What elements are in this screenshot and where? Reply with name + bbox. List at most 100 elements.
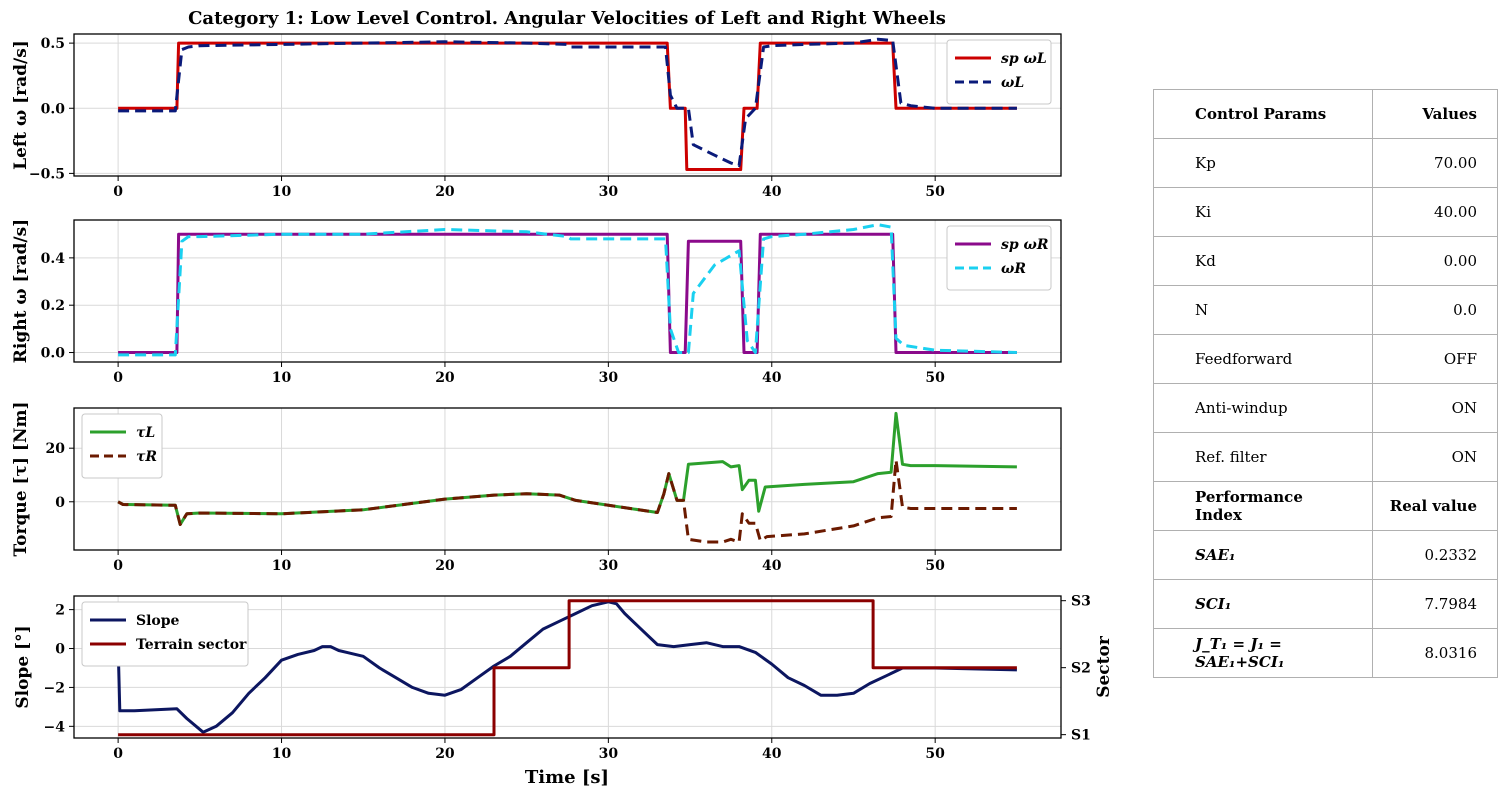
y2-tick-label: S3 bbox=[1071, 594, 1091, 610]
legend: sp ωR ωR bbox=[946, 225, 1052, 291]
legend: τL τR bbox=[81, 413, 163, 479]
table-value-cell: 7.7984 bbox=[1372, 579, 1498, 629]
y-tick-label: 0 bbox=[55, 642, 65, 658]
table-row: Control Params Values bbox=[1153, 89, 1498, 139]
y-tick-label: 2 bbox=[55, 603, 65, 619]
table-row: SCI₁ 7.7984 bbox=[1153, 579, 1498, 629]
legend: sp ωL ωL bbox=[946, 39, 1052, 105]
y2-tick-label: S1 bbox=[1071, 728, 1091, 744]
table-value-cell: Real value bbox=[1372, 481, 1498, 531]
y-tick-label: 0.4 bbox=[41, 251, 66, 267]
x-tick-label: 40 bbox=[762, 370, 782, 386]
table-key-cell: Kd bbox=[1153, 236, 1373, 286]
legend-box bbox=[81, 601, 249, 667]
x-tick-label: 40 bbox=[762, 746, 782, 762]
y-tick-label: 0 bbox=[55, 495, 65, 511]
y-tick-label: 0.0 bbox=[41, 346, 66, 362]
x-tick-label: 10 bbox=[272, 746, 292, 762]
legend-label: τR bbox=[136, 449, 157, 465]
y-tick-label: 0.2 bbox=[41, 298, 65, 314]
y2-tick-label: S2 bbox=[1071, 661, 1091, 677]
x-tick-label: 30 bbox=[599, 746, 619, 762]
x-tick-label: 50 bbox=[925, 370, 945, 386]
legend-label: ωR bbox=[1001, 261, 1026, 277]
x-tick-label: 40 bbox=[762, 558, 782, 574]
table-key-cell: Anti-windup bbox=[1153, 383, 1373, 433]
table-value-cell: 0.2332 bbox=[1372, 530, 1498, 580]
table-key-cell: Ref. filter bbox=[1153, 432, 1373, 482]
series-line-2-2 bbox=[118, 223, 1017, 357]
table-value-cell: ON bbox=[1372, 432, 1498, 482]
table-key-cell: Ki bbox=[1153, 187, 1373, 237]
x-tick-label: 50 bbox=[925, 184, 945, 200]
table-value-cell: Values bbox=[1372, 89, 1498, 139]
y-tick-label: 20 bbox=[46, 441, 66, 457]
x-tick-label: 20 bbox=[435, 370, 455, 386]
x-tick-label: 30 bbox=[599, 184, 619, 200]
x-tick-label: 30 bbox=[599, 370, 619, 386]
x-tick-label: 10 bbox=[272, 370, 292, 386]
x-tick-label: 20 bbox=[435, 746, 455, 762]
table-row: Anti-windup ON bbox=[1153, 383, 1498, 433]
legend-label: ωL bbox=[1001, 75, 1024, 91]
series-line-4-2 bbox=[118, 599, 1017, 737]
y-tick-label: −4 bbox=[44, 719, 66, 735]
table-row: SAE₁ 0.2332 bbox=[1153, 530, 1498, 580]
x-tick-label: 50 bbox=[925, 558, 945, 574]
x-axis-label: Time [s] bbox=[525, 767, 609, 788]
y-tick-label: 0.0 bbox=[41, 101, 66, 117]
table-key-cell: J_T₁ = J₁ = SAE₁+SCI₁ bbox=[1153, 628, 1373, 678]
x-tick-label: 50 bbox=[925, 746, 945, 762]
series-line-4-1 bbox=[116, 600, 1017, 734]
x-tick-label: 0 bbox=[113, 746, 123, 762]
panel-3: 0 10 20 30 40 50 0 20 Torque [τ] [Nm] τL τR bbox=[11, 401, 1062, 574]
y-axis-label: Slope [°] bbox=[13, 625, 33, 708]
legend: Slope Terrain sector bbox=[81, 601, 249, 667]
x-tick-label: 0 bbox=[113, 184, 123, 200]
x-tick-label: 10 bbox=[272, 184, 292, 200]
table-key-cell: SAE₁ bbox=[1153, 530, 1373, 580]
panel-1: 0 10 20 30 40 50 −0.5 0.0 0.5 Left ω [rad/s] sp ωL… bbox=[11, 33, 1062, 200]
y2-axis-label: Sector bbox=[1094, 635, 1114, 698]
legend-label: sp ωL bbox=[1001, 51, 1047, 67]
y-axis-label: Torque [τ] [Nm] bbox=[11, 401, 31, 556]
table-row: Kd 0.00 bbox=[1153, 236, 1498, 286]
table-value-cell: OFF bbox=[1372, 334, 1498, 384]
plot-frame bbox=[73, 219, 1062, 363]
panel-4: 0 10 20 30 40 50 −4 −2 0 2 S1 S2 S3 Sector Slope [°] Sl… bbox=[13, 594, 1114, 762]
table-key-cell: SCI₁ bbox=[1153, 579, 1373, 629]
legend-label: Slope bbox=[136, 613, 180, 629]
table-value-cell: 70.00 bbox=[1372, 138, 1498, 188]
plot-frame bbox=[73, 595, 1062, 739]
series-line-1-1 bbox=[118, 41, 1017, 171]
x-tick-label: 40 bbox=[762, 184, 782, 200]
plot-frame bbox=[73, 407, 1062, 551]
table-row: Kp 70.00 bbox=[1153, 138, 1498, 188]
series-line-3-1 bbox=[117, 411, 1017, 526]
y-tick-label: 0.5 bbox=[41, 36, 65, 52]
table-value-cell: 0.0 bbox=[1372, 285, 1498, 335]
table-value-cell: ON bbox=[1372, 383, 1498, 433]
series-line-1-2 bbox=[118, 37, 1017, 168]
table-key-cell: Performance Index bbox=[1153, 481, 1373, 531]
y-tick-label: −0.5 bbox=[29, 166, 65, 182]
figure-title: Category 1: Low Level Control. Angular V… bbox=[188, 8, 946, 29]
table-row: J_T₁ = J₁ = SAE₁+SCI₁ 8.0316 bbox=[1153, 628, 1498, 678]
table-row: Feedforward OFF bbox=[1153, 334, 1498, 384]
table-value-cell: 0.00 bbox=[1372, 236, 1498, 286]
legend-label: Terrain sector bbox=[136, 637, 247, 653]
legend-box bbox=[81, 413, 163, 479]
y-tick-label: −2 bbox=[44, 680, 65, 696]
legend-label: sp ωR bbox=[1001, 237, 1049, 253]
table-value-cell: 40.00 bbox=[1372, 187, 1498, 237]
panel-2: 0 10 20 30 40 50 0.0 0.2 0.4 Right ω [rad/s] sp ωR… bbox=[11, 219, 1062, 386]
x-tick-label: 20 bbox=[435, 558, 455, 574]
table-key-cell: N bbox=[1153, 285, 1373, 335]
x-tick-label: 10 bbox=[272, 558, 292, 574]
table-row: Ref. filter ON bbox=[1153, 432, 1498, 482]
legend-label: τL bbox=[136, 425, 155, 441]
y-axis-label: Left ω [rad/s] bbox=[11, 40, 31, 170]
table-key-cell: Control Params bbox=[1153, 89, 1373, 139]
